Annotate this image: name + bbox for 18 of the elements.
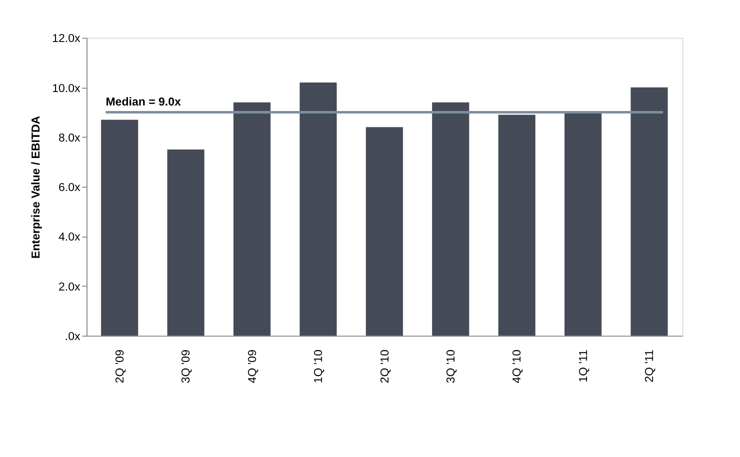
x-tick-label: 2Q '11 <box>644 350 656 382</box>
y-tick-label: 4.0x <box>58 232 80 244</box>
x-tick-label: 2Q '10 <box>379 350 392 384</box>
y-tick-label: 8.0x <box>58 132 80 144</box>
x-tick-label: 3Q '09 <box>180 350 193 384</box>
y-axis-title: Enterprise Value / EBITDA <box>30 115 43 259</box>
ref-line-label: Median = 9.0x <box>106 96 182 109</box>
x-tick-label: 4Q '10 <box>512 350 524 384</box>
x-tick-label: 3Q '10 <box>445 350 458 384</box>
y-tick-label: 12.0x <box>52 33 80 46</box>
y-tick-label: .0x <box>64 331 80 344</box>
x-tick-label: 2Q '09 <box>114 350 126 384</box>
y-tick-label: 2.0x <box>58 281 80 294</box>
y-tick-label: 10.0x <box>52 82 80 95</box>
x-tick-label: 1Q '10 <box>313 350 326 384</box>
x-tick-label: 4Q '09 <box>246 350 259 384</box>
y-tick-label: 6.0x <box>58 182 80 194</box>
x-tick-label: 1Q '11 <box>578 350 590 382</box>
